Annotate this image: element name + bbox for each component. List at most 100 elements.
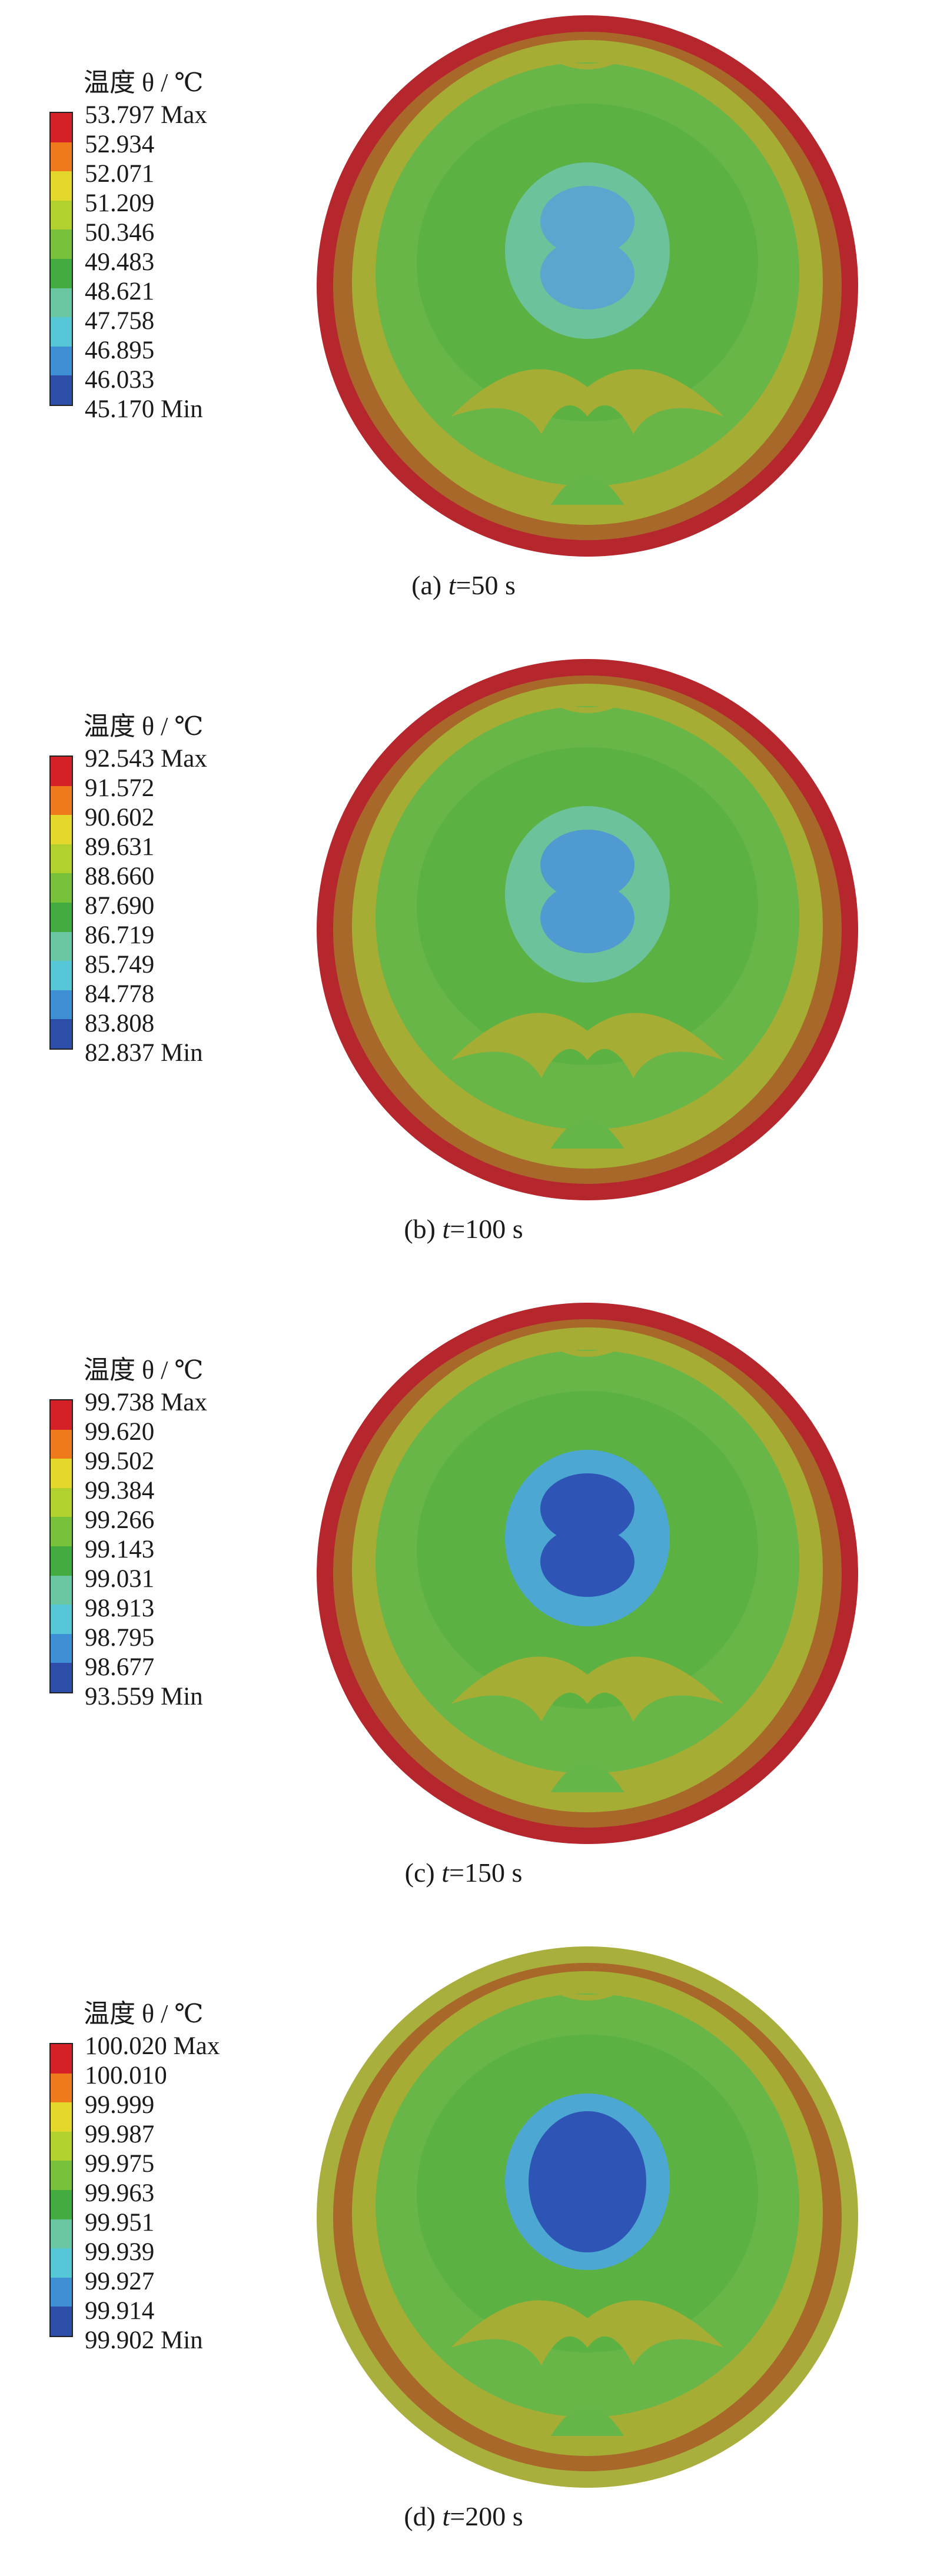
legend-swatch [51,1633,72,1663]
legend-label: 84.778 [85,980,155,1008]
panel-caption: (c) t=150 s [0,1857,927,1888]
legend-swatch [51,1517,72,1546]
legend-label: 99.384 [85,1477,155,1505]
legend-swatch [51,931,72,961]
legend-label: 52.071 [85,160,155,188]
legend-swatch [51,2161,72,2190]
legend-label: 98.913 [85,1595,155,1622]
legend-swatch [51,1400,72,1430]
panel-b: 温度 θ / ℃ 92.543 Max 91.572 90.602 89.631 88.… [0,644,927,1287]
legend-swatch [51,171,72,201]
temperature-contour-plot [317,1303,858,1844]
legend-label: 99.902 Min [85,2327,203,2354]
legend-swatch [51,1429,72,1459]
legend-swatch [51,229,72,259]
legend-label: 99.963 [85,2179,155,2207]
legend-swatch [51,961,72,990]
legend-swatch [51,113,72,142]
lower-wing-feature [451,1013,724,1078]
top-notch [539,695,636,713]
legend-swatch [51,990,72,1020]
legend-label: 52.934 [85,131,155,158]
legend-label: 85.749 [85,951,155,979]
legend-labels: 100.020 Max 100.010 99.999 99.987 99.975 99.9… [85,2032,297,2356]
legend-labels: 99.738 Max 99.620 99.502 99.384 99.266 99.143… [85,1389,297,1712]
legend-label: 83.808 [85,1010,155,1037]
center-core-lower [540,883,634,953]
legend-label: 91.572 [85,774,155,802]
legend-label: 99.914 [85,2297,155,2325]
top-notch [539,52,636,69]
lower-lobe [551,1119,624,1149]
legend-swatch [51,200,72,230]
legend-swatch [51,2248,72,2278]
legend-label: 49.483 [85,248,155,276]
caption-prefix: (b) [404,1214,443,1244]
lower-lobe [551,2407,624,2436]
legend-swatch [51,142,72,172]
top-notch [539,1983,636,2001]
legend-label: 99.927 [85,2268,155,2295]
legend-label: 48.621 [85,278,155,305]
legend-swatch [51,2073,72,2103]
caption-prefix: (a) [411,570,448,600]
legend-swatch [51,1459,72,1488]
legend-label: 99.951 [85,2209,155,2236]
lower-wing-feature [451,1656,724,1722]
legend-swatch [51,2044,72,2074]
caption-variable: t [442,2501,450,2531]
legend-swatch [51,873,72,903]
legend-title: 温度 θ / ℃ [84,68,204,97]
center-core [529,2111,646,2252]
legend-label: 99.031 [85,1565,155,1593]
legend-label: 89.631 [85,833,155,861]
legend-label: 86.719 [85,921,155,949]
legend-swatch [51,1487,72,1517]
caption-value: =50 s [456,570,516,600]
legend-swatch [51,288,72,318]
caption-variable: t [441,1858,449,1888]
caption-value: =200 s [450,2501,523,2531]
legend-color-bar [49,2043,73,2337]
center-core-upper [540,1473,634,1544]
legend-label: 88.660 [85,863,155,890]
legend-label: 100.010 [85,2062,167,2089]
legend-swatch [51,786,72,816]
panel-d: 温度 θ / ℃ 100.020 Max 100.010 99.999 99.987 9… [0,1931,927,2575]
legend-swatch [51,346,72,376]
legend-label: 46.895 [85,337,155,364]
legend-swatch [51,258,72,288]
legend-label: 46.033 [85,366,155,394]
legend-label: 45.170 Min [85,395,203,423]
caption-value: =150 s [449,1858,523,1888]
legend-swatch [51,1605,72,1634]
legend-swatch [51,757,72,786]
legend-label: 99.987 [85,2121,155,2148]
legend-label: 47.758 [85,307,155,335]
legend-label: 100.020 Max [85,2032,220,2060]
center-core-lower [540,239,634,309]
caption-prefix: (c) [404,1858,442,1888]
legend-swatch [51,2307,72,2336]
legend-label: 87.690 [85,892,155,920]
legend-swatch [51,375,72,405]
caption-variable: t [448,570,456,600]
panel-caption: (a) t=50 s [0,570,927,601]
legend-color-bar [49,112,73,406]
legend-label: 99.939 [85,2238,155,2266]
panel-c: 温度 θ / ℃ 99.738 Max 99.620 99.502 99.384 99.… [0,1287,927,1931]
panel-caption: (b) t=100 s [0,1213,927,1244]
legend-swatch [51,317,72,347]
legend-title: 温度 θ / ℃ [84,1999,204,2028]
legend-swatch [51,902,72,932]
temperature-contour-plot [317,1946,858,2488]
legend-label: 99.975 [85,2150,155,2178]
lower-wing-feature [451,2300,724,2365]
legend-labels: 53.797 Max 52.934 52.071 51.209 50.346 49.483… [85,101,297,425]
legend-label: 98.795 [85,1624,155,1652]
legend-label: 90.602 [85,804,155,831]
legend-label: 99.620 [85,1418,155,1446]
legend-swatch [51,1019,72,1049]
legend-swatch [51,2219,72,2249]
legend-color-bar [49,756,73,1050]
